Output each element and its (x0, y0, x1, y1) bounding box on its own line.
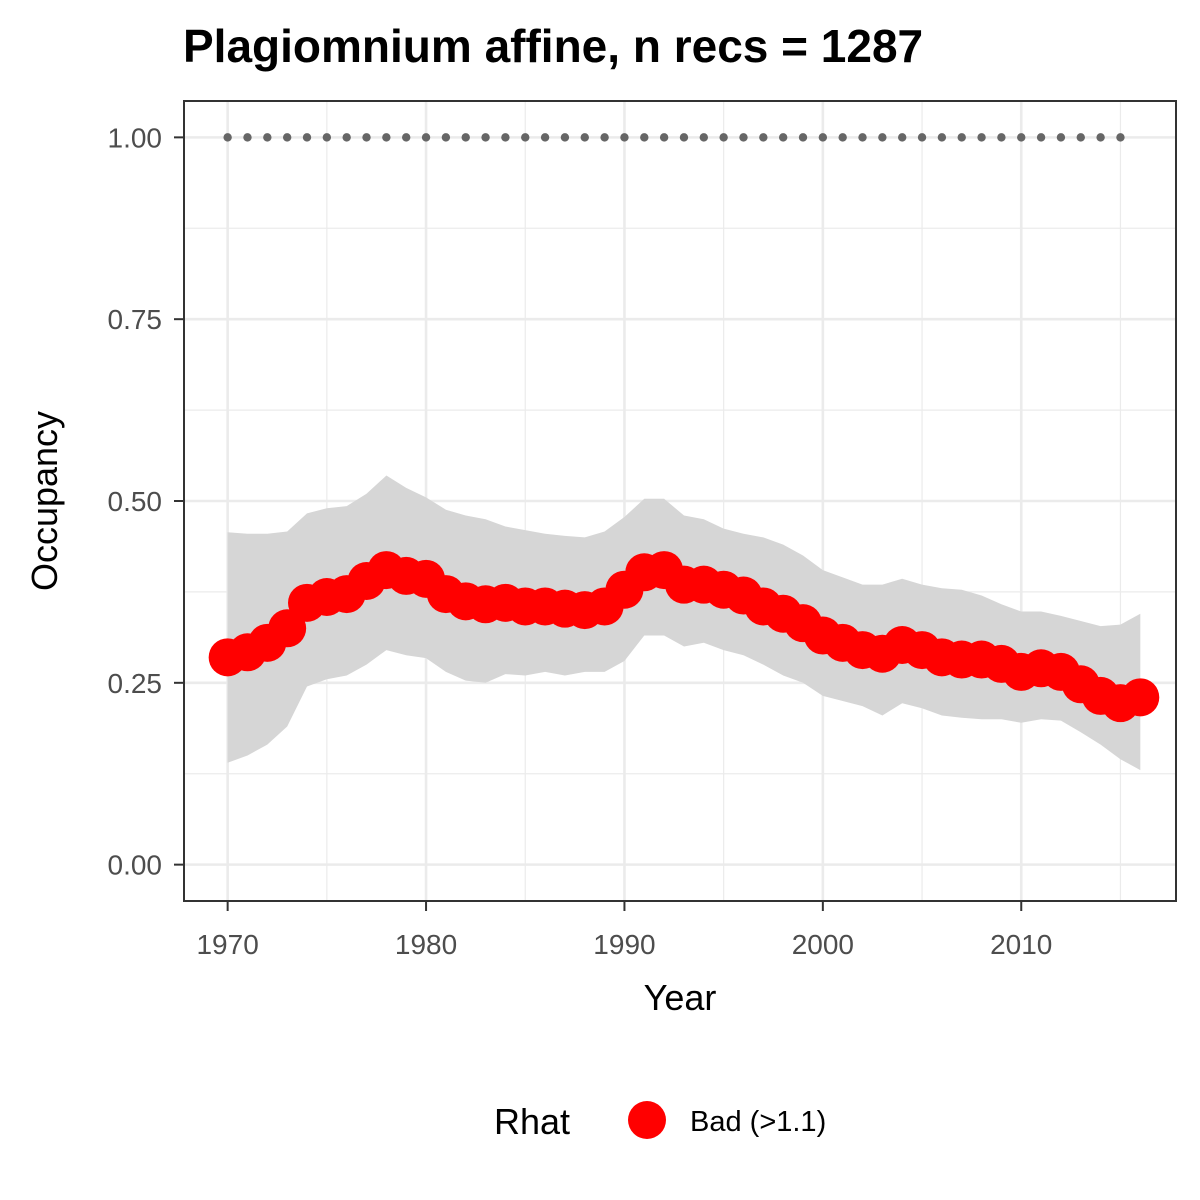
legend-label-bad-rhat: Bad (>1.1) (690, 1106, 826, 1138)
reference-point (243, 133, 252, 142)
reference-point (421, 133, 431, 142)
y-tick-label: 0.75 (108, 304, 163, 335)
x-axis-title: Year (644, 977, 717, 1018)
reference-point (858, 133, 867, 142)
reference-point (461, 133, 470, 142)
reference-point (263, 133, 272, 142)
reference-point (382, 133, 391, 142)
reference-point (223, 133, 232, 142)
estimate-point (268, 609, 307, 648)
reference-point (540, 133, 550, 142)
reference-point (1116, 133, 1125, 142)
estimate-point (1121, 678, 1160, 717)
reference-point (778, 133, 788, 142)
reference-point (362, 133, 371, 142)
x-tick-label: 2010 (990, 929, 1052, 960)
reference-point (1056, 133, 1066, 142)
x-tick-label: 1990 (593, 929, 655, 960)
reference-point (580, 133, 589, 142)
reference-point (640, 133, 649, 142)
x-axis: 1970 1980 1990 2000 2010 (196, 901, 1052, 960)
confidence-ribbon (227, 475, 1141, 771)
y-axis: 0.00 0.25 0.50 0.75 1.00 (108, 122, 184, 881)
reference-point (600, 133, 609, 142)
estimate-series-layer (208, 551, 1160, 723)
reference-point (282, 133, 292, 142)
reference-point (521, 133, 530, 142)
confidence-ribbon-layer (227, 475, 1141, 771)
reference-point (659, 133, 669, 142)
reference-point (679, 133, 689, 142)
reference-point (957, 133, 966, 142)
reference-point (759, 133, 768, 142)
reference-point (739, 133, 748, 142)
y-tick-label: 0.50 (108, 486, 163, 517)
reference-point (620, 133, 629, 142)
x-tick-label: 2000 (792, 929, 854, 960)
reference-point (878, 133, 887, 142)
reference-point (1036, 133, 1046, 142)
reference-point (917, 133, 927, 142)
chart-title: Plagiomnium affine, n recs = 1287 (183, 20, 923, 72)
reference-point (302, 133, 312, 142)
reference-point (838, 133, 847, 142)
reference-point (501, 133, 510, 142)
reference-point (997, 133, 1006, 142)
reference-point (699, 133, 709, 142)
reference-point (798, 133, 808, 142)
reference-point (719, 133, 728, 142)
reference-point (1076, 133, 1085, 142)
y-tick-label: 1.00 (108, 122, 163, 153)
reference-point (322, 133, 332, 142)
legend: Rhat Bad (>1.1) (494, 1101, 826, 1142)
legend-title: Rhat (494, 1101, 570, 1142)
reference-point (342, 133, 351, 142)
y-axis-title: Occupancy (24, 411, 65, 591)
reference-point (1096, 133, 1105, 142)
y-tick-label: 0.25 (108, 668, 163, 699)
x-tick-label: 1980 (395, 929, 457, 960)
reference-point (898, 133, 907, 142)
reference-point (977, 133, 986, 142)
reference-point (402, 133, 411, 142)
reference-point (818, 133, 828, 142)
reference-point (1017, 133, 1026, 142)
reference-point (481, 133, 490, 142)
reference-points-layer (223, 133, 1125, 142)
reference-point (441, 133, 451, 142)
reference-point (937, 133, 947, 142)
legend-key-bad-rhat (628, 1101, 666, 1139)
y-tick-label: 0.00 (108, 850, 163, 881)
x-tick-label: 1970 (196, 929, 258, 960)
reference-point (560, 133, 570, 142)
